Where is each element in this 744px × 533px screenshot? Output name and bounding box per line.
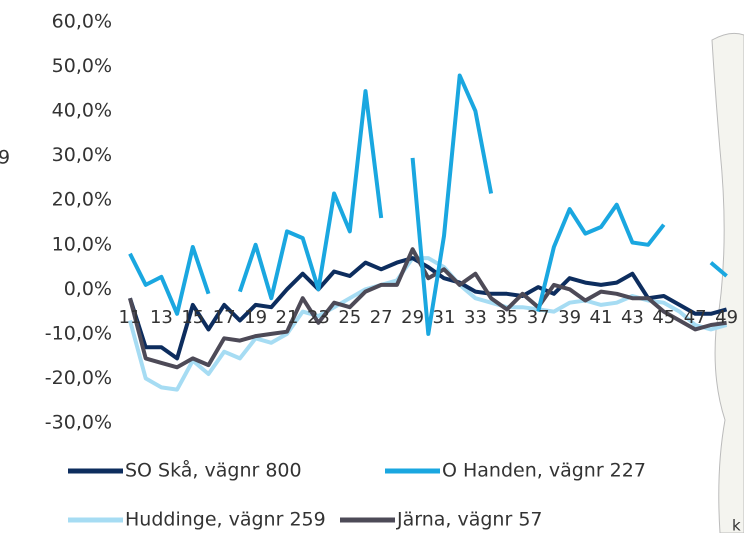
x-tick-label: 15 [181, 307, 204, 328]
y-tick-label: -10,0% [45, 322, 112, 344]
series-line [128, 256, 728, 361]
x-tick-label: 17 [213, 307, 236, 328]
x-tick-label: 21 [276, 307, 299, 328]
series-line [128, 73, 728, 336]
legend-label: O Handen, vägnr 227 [442, 460, 646, 482]
y-tick-label: 60,0% [52, 11, 112, 33]
y-tick-label: 10,0% [52, 233, 112, 255]
x-tick-label: 33 [464, 307, 487, 328]
y-tick-label: 0,0% [64, 278, 112, 300]
x-tick-label: 19 [244, 307, 267, 328]
x-tick-label: 41 [590, 307, 613, 328]
x-tick-label: 31 [433, 307, 456, 328]
x-tick-label: 23 [307, 307, 330, 328]
x-tick-label: 49 [715, 307, 738, 328]
x-tick-label: 45 [652, 307, 675, 328]
y-tick-label: 50,0% [52, 55, 112, 77]
x-tick-label: 13 [150, 307, 173, 328]
legend-label: SO Skå, vägnr 800 [125, 459, 302, 482]
x-tick-label: 25 [338, 307, 361, 328]
map-background [711, 32, 744, 533]
y-tick-label: 30,0% [52, 144, 112, 166]
x-tick-label: 11 [119, 307, 142, 328]
x-tick-label: 47 [684, 307, 707, 328]
series-line [128, 247, 727, 370]
x-tick-label: 29 [401, 307, 424, 328]
x-tick-label: 39 [558, 307, 581, 328]
x-tick-label: 27 [370, 307, 393, 328]
y-tick-label: 20,0% [52, 189, 112, 211]
y-tick-label: -20,0% [45, 367, 112, 389]
legend-label: Huddinge, vägnr 259 [125, 509, 326, 531]
x-tick-label: 43 [621, 307, 644, 328]
legend-label: Järna, vägnr 57 [396, 509, 543, 531]
x-tick-label: 35 [495, 307, 518, 328]
clipped-text: k [732, 517, 741, 533]
y-tick-label: 40,0% [52, 100, 112, 122]
x-tick-label: 37 [527, 307, 550, 328]
y-tick-label: -30,0% [45, 412, 112, 434]
clipped-text: 9 [0, 147, 10, 169]
